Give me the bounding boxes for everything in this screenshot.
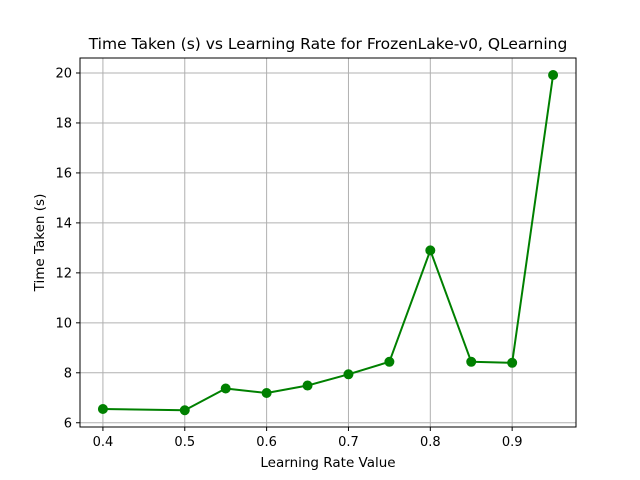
y-tick-label: 20 <box>55 66 72 81</box>
data-point <box>548 69 559 80</box>
x-tick-label: 0.4 <box>93 435 114 450</box>
y-axis-label: Time Taken (s) <box>32 194 48 293</box>
plot-area <box>80 58 576 427</box>
data-point <box>302 380 313 391</box>
ticks: 0.4 0.5 0.6 0.7 0.8 0.9 6 8 10 12 14 16 18 20 <box>55 66 522 450</box>
data-point <box>261 388 272 399</box>
series-layer <box>97 69 559 416</box>
data-point <box>97 404 108 415</box>
data-point <box>220 383 231 394</box>
x-tick-label: 0.7 <box>338 435 359 450</box>
x-tick-label: 0.8 <box>420 435 441 450</box>
y-tick-label: 14 <box>55 216 72 231</box>
data-point <box>425 245 436 256</box>
chart-title: Time Taken (s) vs Learning Rate for Froz… <box>88 35 568 53</box>
data-point <box>507 357 518 368</box>
y-tick-label: 6 <box>64 416 72 431</box>
plot-frame <box>79 57 577 428</box>
data-point <box>384 356 395 367</box>
x-tick-label: 0.5 <box>174 435 195 450</box>
grid-lines <box>80 58 576 427</box>
y-tick-label: 12 <box>55 266 72 281</box>
data-point <box>179 405 190 416</box>
y-tick-label: 10 <box>55 316 72 331</box>
y-tick-label: 8 <box>64 366 72 381</box>
axes-frame <box>79 57 577 428</box>
x-tick-label: 0.6 <box>256 435 277 450</box>
y-tick-label: 16 <box>55 166 72 181</box>
y-tick-label: 18 <box>55 116 72 131</box>
data-point <box>343 369 354 380</box>
x-axis-label: Learning Rate Value <box>260 455 395 471</box>
x-tick-label: 0.9 <box>502 435 523 450</box>
data-point <box>466 356 477 367</box>
